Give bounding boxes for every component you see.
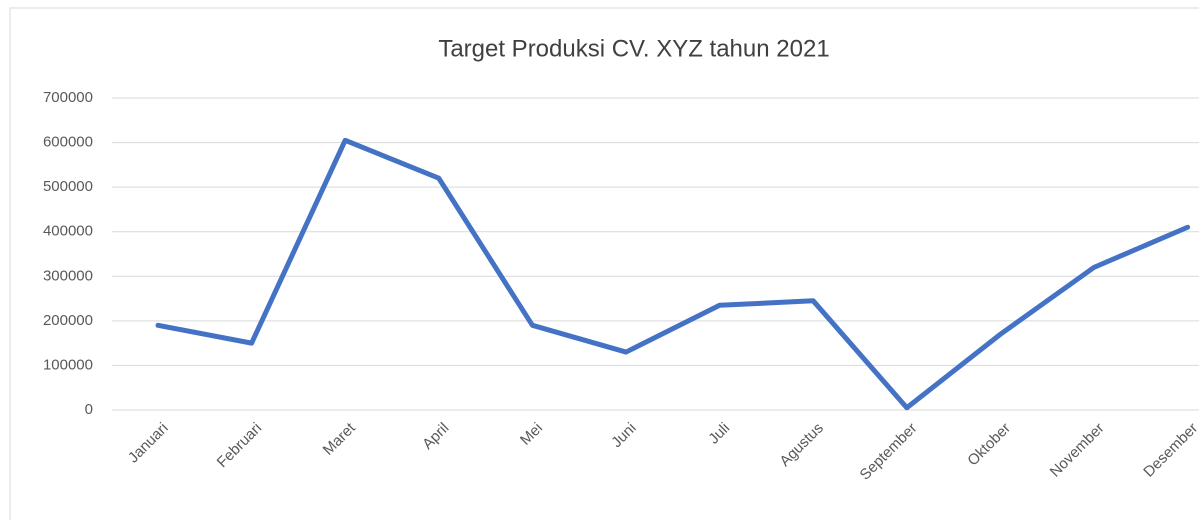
y-tick-label: 200000 [43, 312, 93, 329]
y-tick-label: 500000 [43, 178, 93, 195]
y-tick-label: 400000 [43, 223, 93, 240]
line-series [155, 137, 1191, 411]
y-tick-label: 0 [85, 401, 93, 418]
y-tick-label: 600000 [43, 134, 93, 151]
chart-title: Target Produksi CV. XYZ tahun 2021 [438, 35, 829, 62]
y-tick-label: 100000 [43, 356, 93, 373]
chart-border [9, 7, 1199, 520]
y-tick-label: 700000 [43, 89, 93, 106]
y-tick-label: 300000 [43, 267, 93, 284]
